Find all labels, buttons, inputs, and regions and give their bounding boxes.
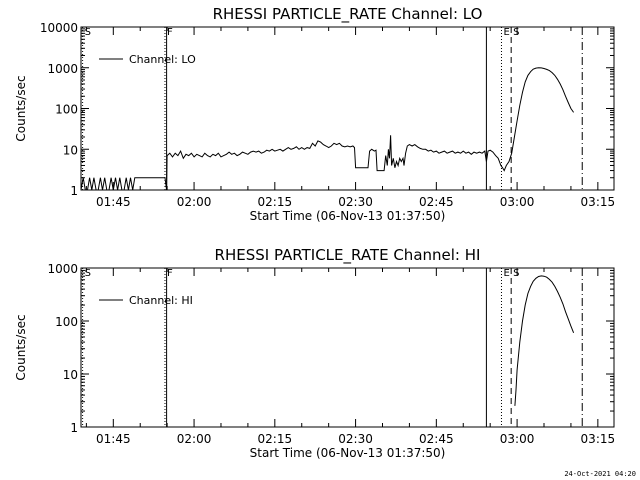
x-tick-label-hi: 03:15 xyxy=(581,432,616,446)
y-tick-label-hi: 100 xyxy=(55,315,78,329)
x-tick-label-hi: 02:30 xyxy=(338,432,373,446)
footer-date: 24-Oct-2021 04:20 xyxy=(564,470,636,478)
y-tick-label-lo: 10 xyxy=(63,143,78,157)
y-tick-label-hi: 10 xyxy=(63,368,78,382)
plot-frame-hi xyxy=(80,267,615,428)
event-marker-label-hi: S xyxy=(85,268,91,279)
x-axis-label-hi: Start Time (06-Nov-13 01:37:50) xyxy=(250,446,446,460)
y-tick-label-hi: 1 xyxy=(70,421,78,435)
x-axis-label-lo: Start Time (06-Nov-13 01:37:50) xyxy=(250,209,446,223)
event-marker-label-hi: E xyxy=(503,268,509,279)
event-marker-label-lo: F xyxy=(167,27,173,38)
series-line-lo xyxy=(80,67,575,191)
y-tick-label-hi: 1000 xyxy=(47,262,78,276)
chart-title-hi: RHESSI PARTICLE_RATE Channel: HI xyxy=(215,246,481,265)
y-tick-label-lo: 100 xyxy=(55,103,78,117)
panel-hi: RHESSI PARTICLE_RATE Channel: HI 1 10 100 10… xyxy=(14,246,615,460)
x-tick-label-hi: 02:00 xyxy=(177,432,212,446)
y-tick-label-lo: 1 xyxy=(70,184,78,198)
event-marker-label-hi: F xyxy=(167,268,173,279)
series-line-hi xyxy=(514,275,575,406)
legend-label-lo: Channel: LO xyxy=(129,53,196,66)
x-tick-label-lo: 02:45 xyxy=(419,195,454,209)
event-marker-label-hi: S xyxy=(513,268,519,279)
y-tick-label-lo: 1000 xyxy=(47,62,78,76)
x-tick-label-lo: 01:45 xyxy=(96,195,131,209)
x-tick-label-lo: 02:30 xyxy=(338,195,373,209)
y-tick-label-lo: 10000 xyxy=(40,21,78,35)
y-axis-label-hi: Counts/sec xyxy=(14,314,28,380)
y-axis-label-lo: Counts/sec xyxy=(14,75,28,141)
event-marker-label-lo: E xyxy=(503,27,509,38)
x-tick-label-hi: 03:00 xyxy=(500,432,535,446)
chart-title-lo: RHESSI PARTICLE_RATE Channel: LO xyxy=(213,5,483,24)
x-tick-label-hi: 01:45 xyxy=(96,432,131,446)
x-tick-label-hi: 02:15 xyxy=(258,432,293,446)
x-tick-label-hi: 02:45 xyxy=(419,432,454,446)
plot-frame-lo xyxy=(80,26,615,191)
x-tick-label-lo: 03:15 xyxy=(581,195,616,209)
legend-label-hi: Channel: HI xyxy=(129,294,193,307)
x-tick-label-lo: 03:00 xyxy=(500,195,535,209)
event-marker-label-lo: S xyxy=(513,27,519,38)
panel-lo: RHESSI PARTICLE_RATE Channel: LO 1 10 100 10… xyxy=(14,5,615,223)
x-tick-label-lo: 02:15 xyxy=(258,195,293,209)
event-marker-label-lo: S xyxy=(85,27,91,38)
x-tick-label-lo: 02:00 xyxy=(177,195,212,209)
